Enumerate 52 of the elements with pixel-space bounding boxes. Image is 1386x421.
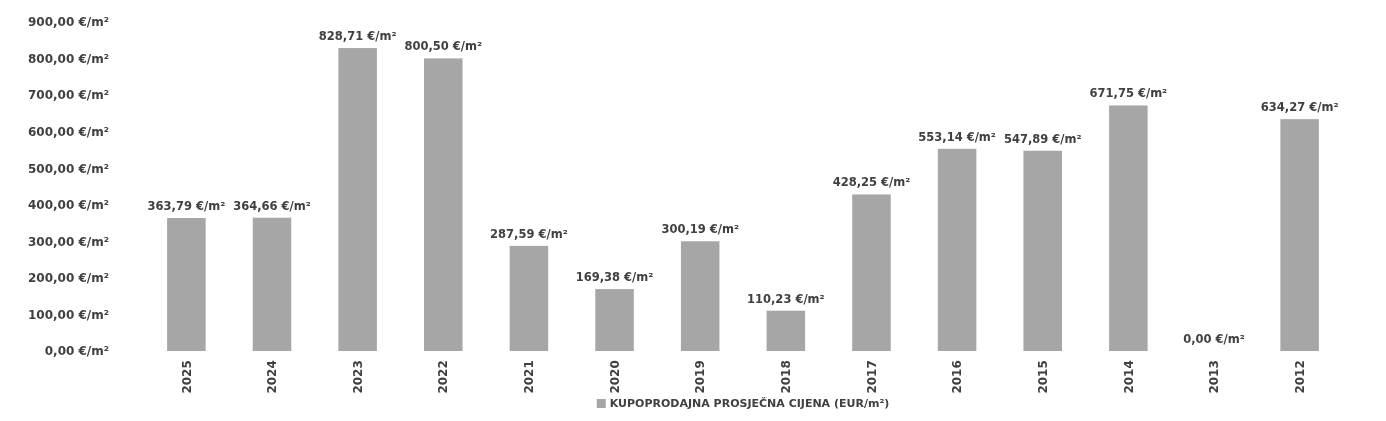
bar: [1023, 150, 1062, 351]
data-label: 300,19 €/m²: [661, 222, 739, 237]
bar: [595, 289, 634, 351]
data-label: 553,14 €/m²: [918, 129, 996, 144]
y-tick-label: 800,00 €/m²: [28, 51, 109, 66]
x-tick-label: 2023: [350, 360, 365, 394]
data-label: 800,50 €/m²: [404, 39, 483, 54]
data-label: 287,59 €/m²: [490, 226, 568, 241]
y-tick-label: 600,00 €/m²: [28, 125, 109, 140]
x-tick-label: 2018: [779, 360, 794, 394]
x-tick-label: 2015: [1035, 360, 1050, 394]
bar: [937, 148, 977, 351]
bar: [766, 310, 806, 351]
data-label: 169,38 €/m²: [575, 270, 654, 285]
x-tick-label: 2020: [607, 360, 622, 394]
bar: [509, 245, 549, 351]
x-tick-label: 2016: [950, 360, 965, 394]
y-tick-label: 200,00 €/m²: [28, 271, 109, 286]
legend-label: KUPOPRODAJNA PROSJEČNA CIJENA (EUR/m²): [609, 397, 890, 410]
bar: [852, 194, 891, 351]
bar: [338, 48, 377, 351]
bar: [424, 58, 463, 351]
data-label: 428,25 €/m²: [832, 175, 911, 190]
data-label: 671,75 €/m²: [1089, 86, 1168, 101]
data-label: 110,23 €/m²: [747, 291, 825, 306]
y-tick-label: 100,00 €/m²: [28, 307, 109, 322]
data-label: 547,89 €/m²: [1003, 131, 1082, 146]
y-tick-label: 900,00 €/m²: [28, 15, 109, 30]
y-tick-label: 400,00 €/m²: [28, 198, 109, 213]
y-tick-label: 700,00 €/m²: [28, 88, 109, 103]
x-tick-label: 2022: [436, 360, 451, 394]
bar: [252, 217, 292, 351]
y-tick-label: 0,00 €/m²: [44, 344, 109, 359]
data-label: 363,79 €/m²: [147, 199, 226, 214]
x-tick-label: 2014: [1121, 360, 1136, 394]
bar: [680, 241, 720, 351]
x-tick-label: 2025: [179, 360, 194, 394]
bar: [1280, 119, 1319, 351]
data-label: 0,00 €/m²: [1183, 332, 1245, 346]
x-tick-label: 2013: [1207, 360, 1222, 394]
data-label: 634,27 €/m²: [1260, 100, 1339, 115]
data-label: 828,71 €/m²: [318, 29, 397, 44]
x-tick-label: 2012: [1292, 360, 1307, 394]
y-tick-label: 300,00 €/m²: [28, 234, 109, 249]
x-tick-label: 2021: [522, 360, 537, 394]
bar: [1109, 105, 1148, 351]
x-tick-label: 2019: [693, 360, 708, 394]
x-tick-label: 2024: [265, 360, 280, 394]
y-tick-label: 500,00 €/m²: [28, 161, 109, 176]
data-label: 364,66 €/m²: [233, 198, 311, 213]
x-tick-label: 2017: [864, 360, 879, 394]
bar: [167, 218, 206, 351]
